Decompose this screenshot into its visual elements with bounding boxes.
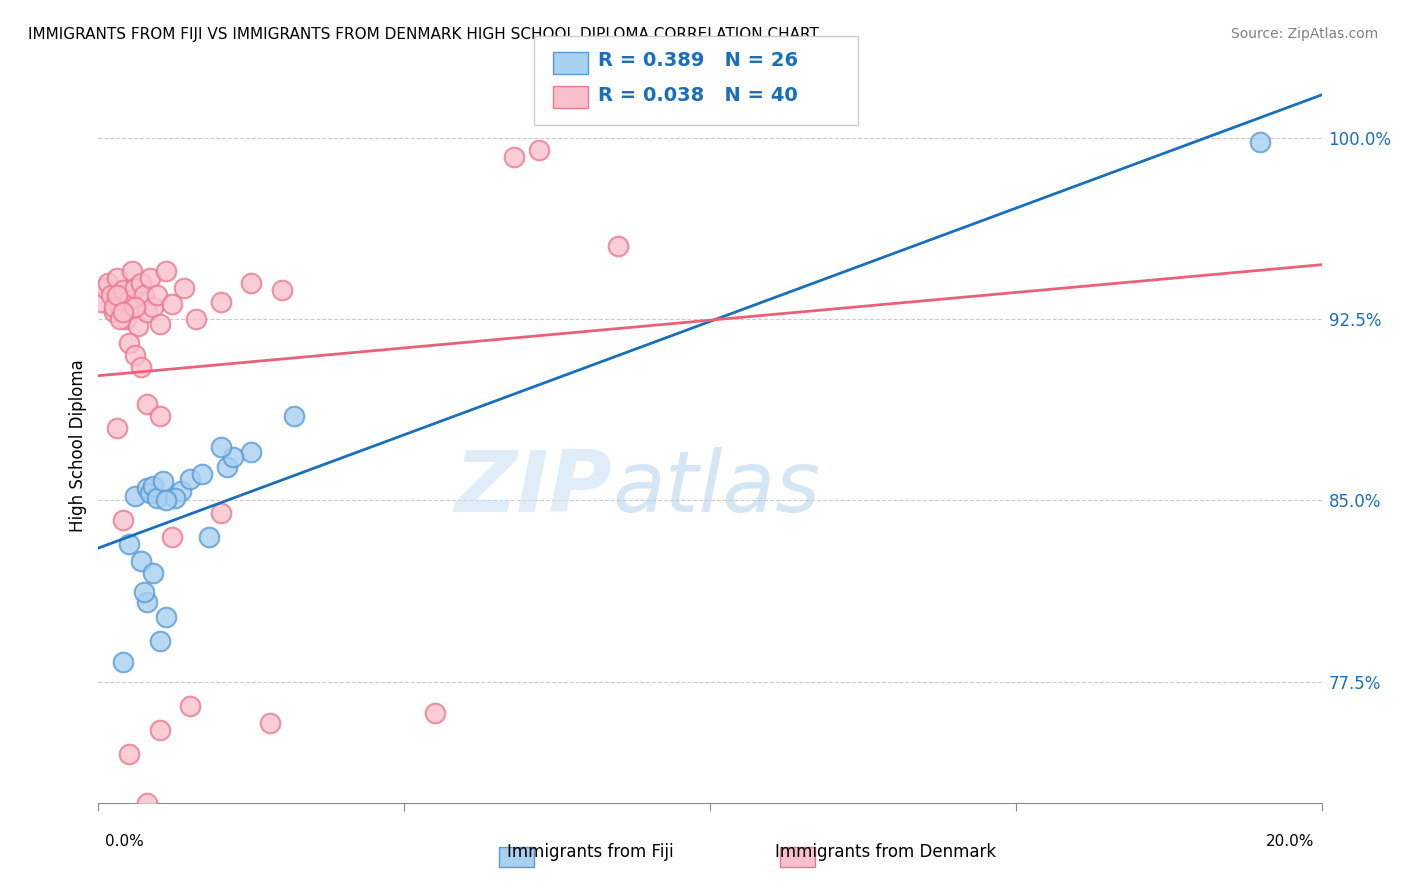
Point xyxy=(209,440,232,454)
Point xyxy=(160,530,183,544)
Point xyxy=(111,283,134,297)
Point xyxy=(134,585,156,599)
Point xyxy=(149,317,172,331)
Point xyxy=(118,336,141,351)
Point xyxy=(155,609,177,624)
Point xyxy=(134,288,156,302)
Point xyxy=(186,312,208,326)
Y-axis label: High School Diploma: High School Diploma xyxy=(69,359,87,533)
Text: R = 0.389   N = 26: R = 0.389 N = 26 xyxy=(598,51,797,70)
Text: R = 0.038   N = 40: R = 0.038 N = 40 xyxy=(598,86,797,105)
Point xyxy=(124,489,146,503)
Point xyxy=(155,493,177,508)
Point xyxy=(108,300,131,314)
Point xyxy=(115,312,138,326)
Point xyxy=(118,293,141,307)
Point xyxy=(127,319,149,334)
Point xyxy=(170,483,193,498)
Point xyxy=(149,409,172,423)
Text: atlas: atlas xyxy=(612,447,820,531)
Point xyxy=(423,706,446,721)
Point xyxy=(129,276,152,290)
Point xyxy=(121,263,143,277)
Point xyxy=(139,271,162,285)
Point xyxy=(145,288,167,302)
Point xyxy=(97,276,120,290)
Point xyxy=(118,747,141,762)
Point xyxy=(283,409,305,423)
Point xyxy=(129,360,152,375)
Point xyxy=(155,263,177,277)
Point xyxy=(136,304,159,318)
Point xyxy=(111,656,134,670)
Point xyxy=(152,474,174,488)
Point xyxy=(108,312,131,326)
Point xyxy=(149,633,172,648)
Point xyxy=(103,304,125,318)
Point xyxy=(142,479,165,493)
Text: Immigrants from Fiji: Immigrants from Fiji xyxy=(508,843,673,861)
Point xyxy=(136,595,159,609)
Text: IMMIGRANTS FROM FIJI VS IMMIGRANTS FROM DENMARK HIGH SCHOOL DIPLOMA CORRELATION : IMMIGRANTS FROM FIJI VS IMMIGRANTS FROM … xyxy=(28,27,818,42)
Point xyxy=(124,348,146,362)
Point xyxy=(142,566,165,580)
Point xyxy=(93,280,115,294)
Point xyxy=(90,295,112,310)
Point xyxy=(100,288,122,302)
Point xyxy=(105,271,128,285)
Point xyxy=(142,300,165,314)
Point xyxy=(103,300,125,314)
Point xyxy=(149,723,172,738)
Point xyxy=(118,537,141,551)
Point xyxy=(145,491,167,505)
Point xyxy=(139,486,162,500)
Point xyxy=(259,716,281,731)
Point xyxy=(503,150,526,164)
Point xyxy=(179,472,201,486)
Point xyxy=(124,280,146,294)
Point xyxy=(270,283,294,297)
Point xyxy=(197,530,219,544)
Point xyxy=(105,288,128,302)
Point xyxy=(136,481,159,495)
Point xyxy=(527,143,550,157)
Point xyxy=(191,467,214,481)
Text: ZIP: ZIP xyxy=(454,447,612,531)
Text: 0.0%: 0.0% xyxy=(105,834,145,849)
Point xyxy=(240,276,263,290)
Point xyxy=(209,506,232,520)
Point xyxy=(1250,136,1272,150)
Point xyxy=(173,280,195,294)
Point xyxy=(209,295,232,310)
Point xyxy=(136,397,159,411)
Point xyxy=(124,300,146,314)
Point xyxy=(215,459,238,474)
Point xyxy=(240,445,263,459)
Text: 20.0%: 20.0% xyxy=(1267,834,1315,849)
Point xyxy=(163,491,186,505)
Point xyxy=(136,796,159,810)
Text: Immigrants from Denmark: Immigrants from Denmark xyxy=(775,843,997,861)
Point xyxy=(105,421,128,435)
Point xyxy=(607,239,630,253)
Point xyxy=(160,297,183,311)
Point xyxy=(129,554,152,568)
Point xyxy=(111,304,134,318)
Text: Source: ZipAtlas.com: Source: ZipAtlas.com xyxy=(1230,27,1378,41)
Point xyxy=(222,450,245,464)
Point xyxy=(179,699,201,714)
Point xyxy=(111,513,134,527)
